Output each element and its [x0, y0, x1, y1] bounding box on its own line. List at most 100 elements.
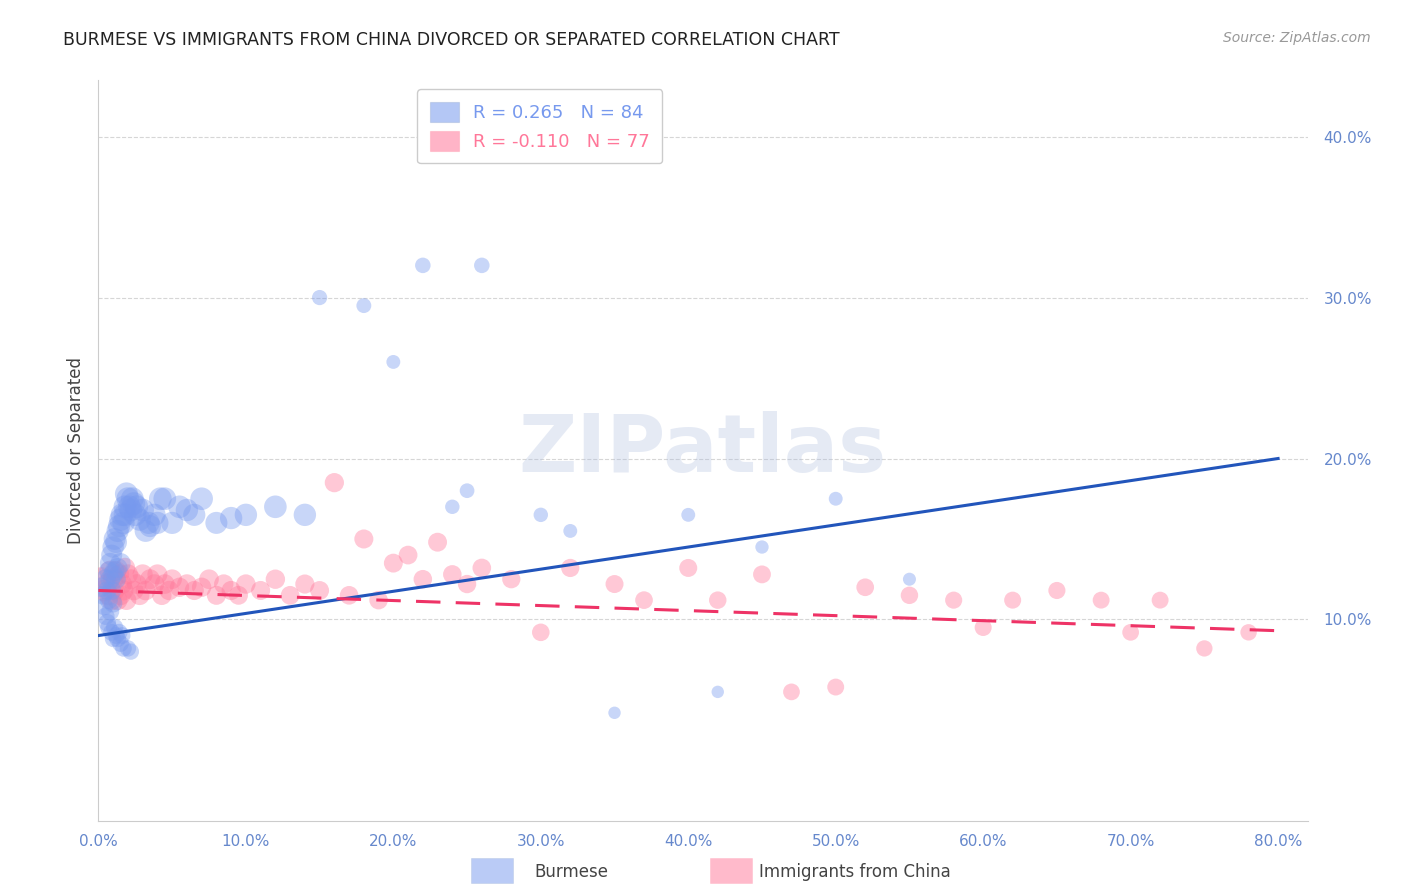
Point	[143, 508, 166, 522]
Point	[219, 583, 242, 598]
Point	[249, 583, 271, 598]
Point	[94, 572, 117, 586]
Point	[112, 641, 135, 656]
Point	[114, 561, 136, 575]
Point	[138, 516, 160, 530]
Point	[157, 583, 180, 598]
Point	[93, 599, 115, 614]
Point	[114, 500, 136, 514]
Point	[117, 491, 139, 506]
Point	[108, 567, 131, 582]
Point	[972, 620, 994, 634]
Point	[603, 577, 626, 591]
Point	[160, 516, 183, 530]
Point	[501, 572, 523, 586]
Point	[471, 259, 494, 273]
Point	[101, 572, 124, 586]
Point	[105, 564, 128, 578]
Point	[367, 593, 389, 607]
Point	[110, 588, 132, 602]
Point	[90, 580, 112, 594]
Point	[96, 577, 118, 591]
Point	[97, 620, 120, 634]
Point	[942, 593, 965, 607]
Point	[780, 685, 803, 699]
Point	[105, 572, 128, 586]
Point	[176, 577, 198, 591]
Point	[426, 535, 449, 549]
Text: Immigrants from China: Immigrants from China	[759, 863, 950, 881]
Text: Source: ZipAtlas.com: Source: ZipAtlas.com	[1223, 31, 1371, 45]
Point	[100, 593, 122, 607]
Point	[169, 580, 191, 594]
Point	[560, 561, 582, 575]
Point	[412, 572, 434, 586]
Point	[412, 259, 434, 273]
Point	[111, 508, 134, 522]
Point	[98, 572, 121, 586]
Point	[560, 524, 582, 538]
Point	[146, 516, 169, 530]
Point	[353, 299, 375, 313]
Point	[101, 540, 124, 554]
Point	[264, 500, 287, 514]
Point	[456, 577, 478, 591]
Point	[104, 620, 127, 634]
Point	[146, 567, 169, 582]
Point	[530, 508, 553, 522]
Point	[264, 572, 287, 586]
Point	[110, 637, 132, 651]
Point	[120, 572, 142, 586]
Y-axis label: Divorced or Separated: Divorced or Separated	[66, 357, 84, 544]
Point	[456, 483, 478, 498]
Point	[294, 577, 316, 591]
Point	[212, 577, 235, 591]
Point	[96, 615, 118, 630]
Point	[205, 516, 228, 530]
Point	[633, 593, 655, 607]
Point	[115, 593, 138, 607]
Text: Burmese: Burmese	[534, 863, 609, 881]
Point	[143, 577, 166, 591]
Point	[104, 532, 127, 546]
Point	[824, 680, 846, 694]
Point	[120, 645, 142, 659]
Point	[131, 567, 153, 582]
Point	[278, 588, 301, 602]
Point	[183, 583, 205, 598]
Text: BURMESE VS IMMIGRANTS FROM CHINA DIVORCED OR SEPARATED CORRELATION CHART: BURMESE VS IMMIGRANTS FROM CHINA DIVORCE…	[63, 31, 839, 49]
Point	[824, 491, 846, 506]
Point	[323, 475, 346, 490]
Point	[337, 588, 360, 602]
Point	[183, 508, 205, 522]
Point	[96, 583, 118, 598]
Point	[124, 508, 146, 522]
Point	[100, 625, 122, 640]
Point	[219, 511, 242, 525]
Point	[751, 540, 773, 554]
Point	[603, 706, 626, 720]
Point	[530, 625, 553, 640]
Point	[135, 524, 157, 538]
Point	[107, 561, 129, 575]
Point	[110, 556, 132, 570]
Point	[98, 556, 121, 570]
Point	[308, 291, 330, 305]
Point	[1090, 593, 1112, 607]
Point	[111, 628, 134, 642]
Point	[118, 500, 141, 514]
Point	[382, 355, 405, 369]
Point	[101, 596, 124, 610]
Point	[112, 583, 135, 598]
Point	[160, 572, 183, 586]
Point	[139, 519, 162, 533]
Point	[678, 508, 700, 522]
Point	[853, 580, 876, 594]
Point	[91, 588, 114, 602]
Point	[108, 625, 131, 640]
Point	[101, 632, 124, 646]
Point	[149, 491, 172, 506]
Point	[90, 572, 112, 586]
Point	[125, 577, 148, 591]
Point	[98, 564, 121, 578]
